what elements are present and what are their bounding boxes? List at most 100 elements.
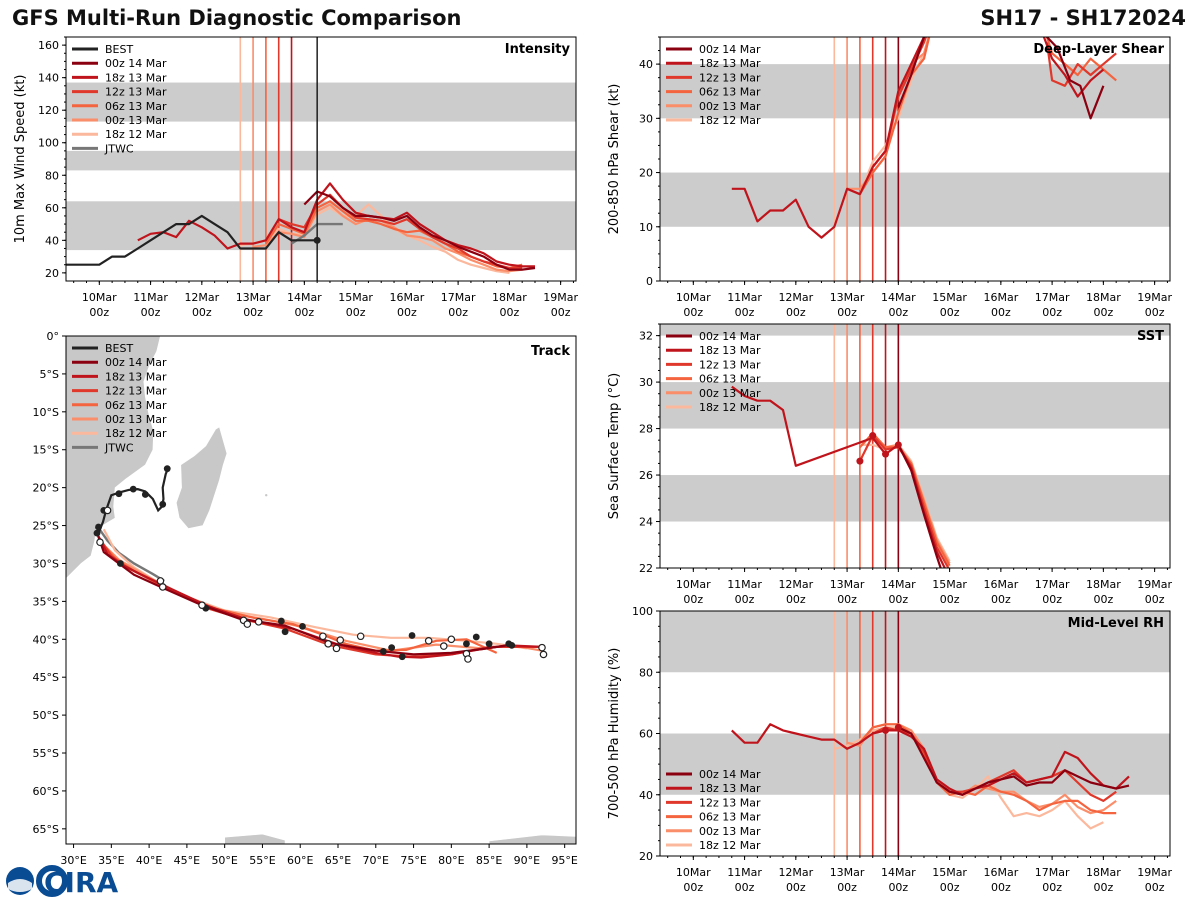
panel-title: SST — [1137, 329, 1164, 344]
x-tick-label-hour: 00z — [397, 306, 417, 319]
legend-label: 00z 13 Mar — [105, 413, 167, 426]
panel-title: Mid-Level RH — [1068, 616, 1164, 631]
madagascar-landmass — [175, 426, 228, 529]
lon-tick-label: 45°E — [174, 854, 200, 867]
x-tick-label-date: 15Mar — [338, 291, 373, 304]
x-tick-label-hour: 00z — [735, 593, 755, 606]
lon-tick-label: 70°E — [363, 854, 389, 867]
init-point — [856, 457, 864, 465]
lat-tick-label: 55°S — [33, 747, 59, 760]
run-line-12z-13-Mar — [278, 193, 523, 270]
shaded-band — [660, 172, 1170, 227]
x-tick-label-date: 19Mar — [1137, 291, 1172, 304]
legend-label: 06z 13 Mar — [105, 399, 167, 412]
y-tick-label: 40 — [639, 789, 653, 802]
page-title: GFS Multi-Run Diagnostic Comparison — [12, 6, 462, 30]
x-tick-label-hour: 00z — [786, 306, 806, 319]
lon-tick-label: 85°E — [476, 854, 502, 867]
y-tick-label: 26 — [639, 469, 653, 482]
x-tick-label-date: 15Mar — [932, 866, 967, 879]
best-position-marker — [163, 465, 171, 473]
init-point — [894, 723, 902, 731]
map-area — [66, 336, 576, 844]
half-day-position-marker — [319, 632, 327, 641]
x-tick-label-hour: 00z — [1042, 593, 1062, 606]
x-tick-label-hour: 00z — [991, 306, 1011, 319]
legend-label: 00z 13 Mar — [699, 387, 761, 400]
legend-label: 18z 12 Mar — [699, 401, 761, 414]
x-tick-label-hour: 00z — [888, 881, 908, 894]
y-tick-label: 30 — [639, 112, 653, 125]
legend-label: 06z 13 Mar — [105, 100, 167, 113]
y-tick-label: 20 — [639, 850, 653, 863]
x-tick-label-hour: 00z — [89, 306, 109, 319]
best-position-marker — [95, 523, 102, 531]
x-tick-label-date: 11Mar — [727, 578, 762, 591]
half-day-position-marker — [103, 506, 112, 515]
legend-label: 12z 13 Mar — [105, 86, 167, 99]
legend-label: BEST — [105, 342, 133, 355]
run-line-18z-13-Mar — [731, 37, 926, 239]
panel-frame — [65, 335, 577, 845]
panel-sst: 10Mar 00z 11Mar 00z 12Mar 00z 13Mar 00z 14Mar 00z… — [607, 323, 1172, 606]
x-tick-label-date: 17Mar — [1035, 578, 1070, 591]
y-tick-label: 100 — [632, 605, 653, 618]
x-tick-label-date: 12Mar — [184, 291, 219, 304]
x-tick-label-hour: 00z — [683, 306, 703, 319]
lon-tick-label: 55°E — [249, 854, 275, 867]
x-tick-label-hour: 00z — [837, 593, 857, 606]
legend-label: 00z 14 Mar — [699, 768, 761, 781]
half-day-position-marker — [447, 635, 456, 644]
plot-area — [660, 324, 1170, 568]
x-tick-label-hour: 00z — [991, 593, 1011, 606]
x-tick-label-hour: 00z — [448, 306, 468, 319]
panel-shear: 10Mar 00z 11Mar 00z 12Mar 00z 13Mar 00z 14Mar 00z… — [607, 36, 1172, 319]
panel-title: Intensity — [505, 42, 571, 57]
x-tick-label-date: 14Mar — [881, 291, 916, 304]
legend-label: 18z 13 Mar — [699, 57, 761, 70]
plot-area — [660, 611, 1170, 856]
shaded-band — [660, 324, 1170, 336]
x-tick-label-date: 19Mar — [1137, 866, 1172, 879]
half-day-position-marker — [198, 601, 206, 609]
y-tick-label: 120 — [38, 104, 59, 117]
init-point — [882, 726, 890, 734]
lat-tick-label: 5°S — [40, 368, 59, 381]
half-day-position-marker — [439, 642, 448, 650]
x-tick-label-date: 10Mar — [676, 291, 711, 304]
plot-area — [660, 37, 1170, 281]
x-tick-label-date: 18Mar — [1086, 866, 1121, 879]
y-tick-label: 60 — [639, 728, 653, 741]
cira-c-icon — [36, 865, 68, 897]
x-tick-label-date: 12Mar — [778, 866, 813, 879]
half-day-position-marker — [336, 636, 345, 644]
x-tick-label-date: 14Mar — [287, 291, 322, 304]
legend-label: 00z 14 Mar — [105, 57, 167, 70]
lat-tick-label: 65°S — [33, 823, 59, 836]
daily-position-marker — [388, 644, 396, 652]
x-tick-label-hour: 00z — [683, 593, 703, 606]
x-tick-label-date: 12Mar — [778, 578, 813, 591]
y-tick-label: 80 — [45, 169, 59, 182]
x-tick-label-date: 11Mar — [727, 866, 762, 879]
legend-label: 00z 13 Mar — [105, 114, 167, 127]
x-tick-label-hour: 00z — [1042, 306, 1062, 319]
x-tick-label-hour: 00z — [888, 306, 908, 319]
y-tick-label: 0 — [646, 275, 653, 288]
legend-label: 00z 14 Mar — [699, 43, 761, 56]
x-tick-label-date: 16Mar — [983, 866, 1018, 879]
x-tick-label-hour: 00z — [1145, 881, 1165, 894]
x-tick-label-hour: 00z — [243, 306, 263, 319]
x-tick-label-date: 11Mar — [133, 291, 168, 304]
x-tick-label-hour: 00z — [1093, 881, 1113, 894]
x-tick-label-date: 13Mar — [830, 291, 865, 304]
run-line-18z-13-Mar — [731, 723, 1130, 796]
x-tick-label-date: 11Mar — [727, 291, 762, 304]
legend-label: 18z 13 Mar — [105, 370, 167, 383]
lon-tick-label: 90°E — [514, 854, 540, 867]
legend-label: 06z 13 Mar — [699, 373, 761, 386]
y-axis-label: 700-500 hPa Humidity (%) — [607, 648, 622, 820]
shaded-band — [66, 82, 576, 122]
daily-position-marker — [299, 622, 306, 630]
